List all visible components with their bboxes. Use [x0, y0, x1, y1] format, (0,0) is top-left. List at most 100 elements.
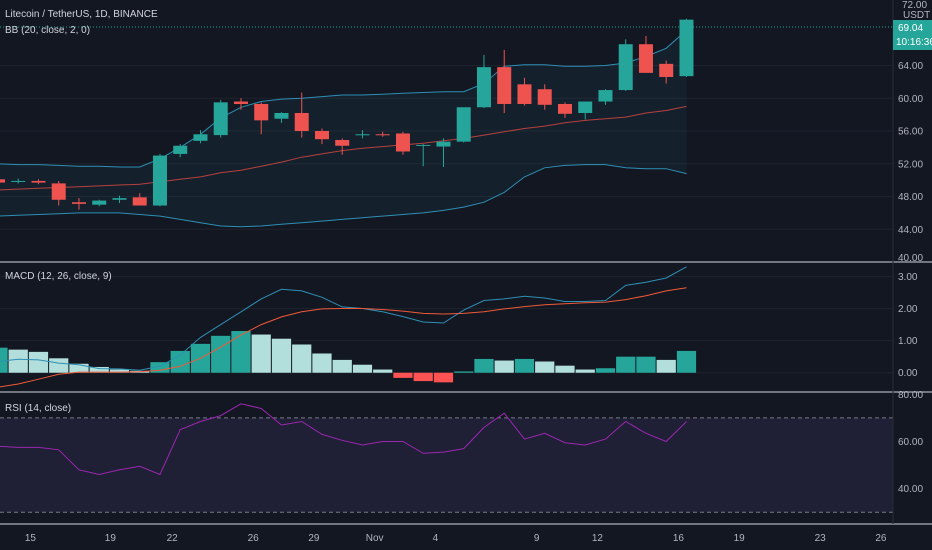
- time-tick-label: 26: [248, 533, 260, 544]
- macd-histogram-bar: [49, 358, 69, 373]
- macd-histogram-bar: [595, 368, 616, 373]
- candle-body: [355, 134, 370, 136]
- candle-body: [598, 90, 613, 102]
- macd-histogram-bar: [109, 369, 130, 373]
- time-tick-label: 9: [534, 533, 540, 544]
- macd-histogram-bar: [494, 360, 514, 373]
- countdown-label: 10:16:36: [896, 37, 932, 48]
- bb-lower-line: [0, 164, 687, 228]
- price-tick-label: 48.00: [898, 192, 923, 203]
- candle-body: [335, 140, 350, 146]
- macd-histogram-bar: [251, 334, 271, 373]
- macd-histogram-bar: [636, 356, 656, 373]
- time-tick-label: 12: [592, 533, 604, 544]
- macd-legend[interactable]: MACD (12, 26, close, 9): [5, 271, 112, 282]
- macd-histogram-bar: [69, 363, 89, 373]
- price-axis[interactable]: 44.00 48.00 52.00 56.00 60.00 64.00 40.00: [898, 61, 923, 264]
- candle-body: [274, 112, 289, 119]
- macd-histogram-bar: [0, 347, 8, 373]
- candle-body: [112, 198, 127, 200]
- macd-tick-label: 2.00: [898, 304, 918, 315]
- macd-tick-label: 3.00: [898, 272, 918, 283]
- candle-body: [51, 183, 66, 200]
- symbol-title[interactable]: Litecoin / TetherUS, 1D, BINANCE: [5, 9, 158, 20]
- time-tick-label: 4: [433, 533, 439, 544]
- rsi-tick-label: 40.00: [898, 484, 923, 495]
- currency-label: USDT: [903, 10, 930, 21]
- macd-histogram-bar: [292, 344, 312, 373]
- macd-histogram-bar: [514, 358, 535, 373]
- macd-histogram-bar: [413, 372, 433, 382]
- time-tick-label: 23: [815, 533, 827, 544]
- rsi-legend[interactable]: RSI (14, close): [5, 403, 71, 414]
- rsi-line: [0, 403, 687, 476]
- macd-histogram-bar: [312, 353, 332, 373]
- price-tick-label: 64.00: [898, 61, 923, 72]
- macd-histogram-bar: [271, 338, 292, 373]
- macd-histogram-bar: [656, 359, 676, 373]
- last-price-label: 69.04: [898, 23, 923, 34]
- macd-histogram-bar: [555, 365, 575, 373]
- macd-histogram-bar: [231, 331, 251, 373]
- candle-body: [314, 131, 329, 140]
- candle-body: [679, 19, 694, 77]
- macd-histogram-bar: [8, 349, 28, 373]
- time-axis[interactable]: 15 19 22 26 29 Nov 4 9 12 16 19 23 26: [25, 533, 887, 544]
- candle-body: [638, 44, 653, 73]
- candle-body: [416, 144, 431, 146]
- candle-body: [71, 202, 86, 204]
- price-tick-label: 56.00: [898, 127, 923, 138]
- candle-body: [436, 141, 451, 147]
- macd-line: [0, 266, 687, 371]
- price-tick-label: 52.00: [898, 159, 923, 170]
- candle-body: [152, 155, 167, 206]
- time-tick-label: 29: [308, 533, 320, 544]
- candle-body: [132, 197, 147, 206]
- time-tick-label: 19: [734, 533, 746, 544]
- candle-body: [578, 101, 593, 113]
- macd-histogram-bar: [393, 372, 413, 378]
- bb-band-fill: [0, 30, 687, 227]
- macd-histogram-bar: [352, 364, 373, 373]
- macd-tick-label: 0.00: [898, 368, 918, 379]
- price-tick-label: 60.00: [898, 94, 923, 105]
- candle-body: [476, 67, 491, 108]
- candle-body: [92, 200, 107, 205]
- bb-legend[interactable]: BB (20, close, 2, 0): [5, 25, 90, 36]
- macd-tick-label: 1.00: [898, 336, 918, 347]
- candle-body: [213, 102, 228, 136]
- macd-histogram-bar: [373, 369, 393, 373]
- candle-body: [537, 89, 552, 105]
- time-tick-label: 15: [25, 533, 37, 544]
- candle-body: [0, 179, 5, 183]
- rsi-axis[interactable]: 80.00 60.00 40.00: [898, 390, 923, 495]
- candles: [0, 18, 694, 210]
- candle-body: [294, 112, 309, 131]
- candle-body: [618, 44, 633, 91]
- signal-line: [0, 287, 687, 388]
- macd-histogram-bar: [433, 372, 454, 383]
- rsi-band-fill: [0, 417, 893, 513]
- candle-body: [375, 134, 390, 136]
- candle-body: [659, 63, 674, 77]
- macd-histogram-bar: [454, 371, 474, 373]
- time-tick-label: 22: [167, 533, 179, 544]
- rsi-tick-label: 60.00: [898, 437, 923, 448]
- candle-body: [456, 107, 471, 142]
- time-tick-label: 19: [105, 533, 117, 544]
- candle-body: [233, 101, 248, 104]
- macd-histogram-bar: [170, 350, 190, 373]
- candle-body: [254, 103, 269, 121]
- candle-body: [11, 180, 26, 182]
- time-tick-label: Nov: [366, 533, 384, 544]
- macd-histogram-bar: [28, 351, 49, 373]
- macd-axis[interactable]: 3.00 2.00 1.00 0.00: [898, 272, 918, 379]
- last-price-badge: [893, 20, 932, 50]
- macd-histogram-bar: [89, 366, 109, 373]
- candle-body: [517, 84, 532, 104]
- time-tick-label: 16: [673, 533, 685, 544]
- time-tick-label: 26: [875, 533, 887, 544]
- candle-body: [173, 145, 188, 154]
